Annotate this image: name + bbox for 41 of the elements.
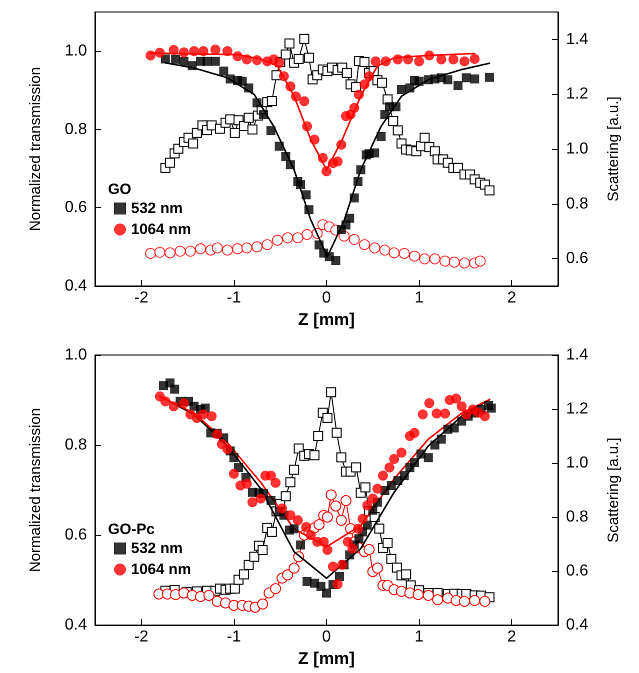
- y2-tick-label: 1.0: [566, 454, 588, 472]
- y2-tick-label: 1.4: [566, 30, 588, 48]
- x-axis-title: Z [mm]: [298, 649, 355, 668]
- y-tick-label: 0.8: [64, 436, 88, 454]
- x-tick-label: -2: [134, 290, 149, 306]
- x-tick-label: 0: [322, 628, 332, 646]
- legend-label: 1064 nm: [131, 221, 192, 238]
- y2-tick-label: 0.4: [566, 616, 588, 634]
- legend-label: 532 nm: [131, 200, 183, 217]
- y-tick-label: 1.0: [64, 42, 88, 60]
- x-tick-label: 2: [507, 628, 516, 646]
- x-tick-label: 0: [322, 290, 332, 306]
- y-tick-label: 0.8: [64, 120, 88, 138]
- y2-tick-label: 1.2: [566, 86, 588, 103]
- legend-label: 1064 nm: [131, 561, 192, 578]
- y-tick-label: 0.6: [64, 526, 88, 544]
- y-tick-label: 1.0: [64, 346, 88, 364]
- y2-tick-label: 1.4: [566, 346, 588, 364]
- y-tick-label: 0.4: [64, 278, 88, 294]
- x-axis-title: Z [mm]: [298, 310, 355, 329]
- legend-title: GO: [108, 181, 132, 198]
- x-tick-label: -1: [226, 290, 242, 306]
- legend-title: GO-Pc: [108, 521, 155, 538]
- y-tick-label: 0.6: [64, 199, 88, 216]
- y2-tick-label: 1.2: [566, 400, 588, 418]
- x-tick-label: -1: [226, 628, 242, 646]
- y2-tick-label: 0.6: [566, 250, 588, 268]
- y-axis-title: Normalized transmission: [27, 408, 44, 572]
- y2-tick-label: 0.8: [566, 195, 588, 212]
- x-tick-label: -2: [134, 628, 149, 646]
- y2-axis-title: Scattering [a.u.]: [605, 438, 622, 543]
- y2-axis-title: Scattering [a.u.]: [605, 96, 622, 202]
- legend-label: 532 nm: [131, 540, 183, 557]
- y-axis-title: Normalized transmission: [27, 66, 44, 232]
- y2-tick-label: 0.6: [566, 562, 588, 580]
- y-tick-label: 0.4: [64, 616, 88, 634]
- x-tick-label: 2: [507, 290, 516, 306]
- y2-tick-label: 1.0: [566, 140, 588, 158]
- x-tick-label: 1: [414, 628, 424, 646]
- x-tick-label: 1: [414, 290, 424, 306]
- y2-tick-label: 0.8: [566, 508, 588, 526]
